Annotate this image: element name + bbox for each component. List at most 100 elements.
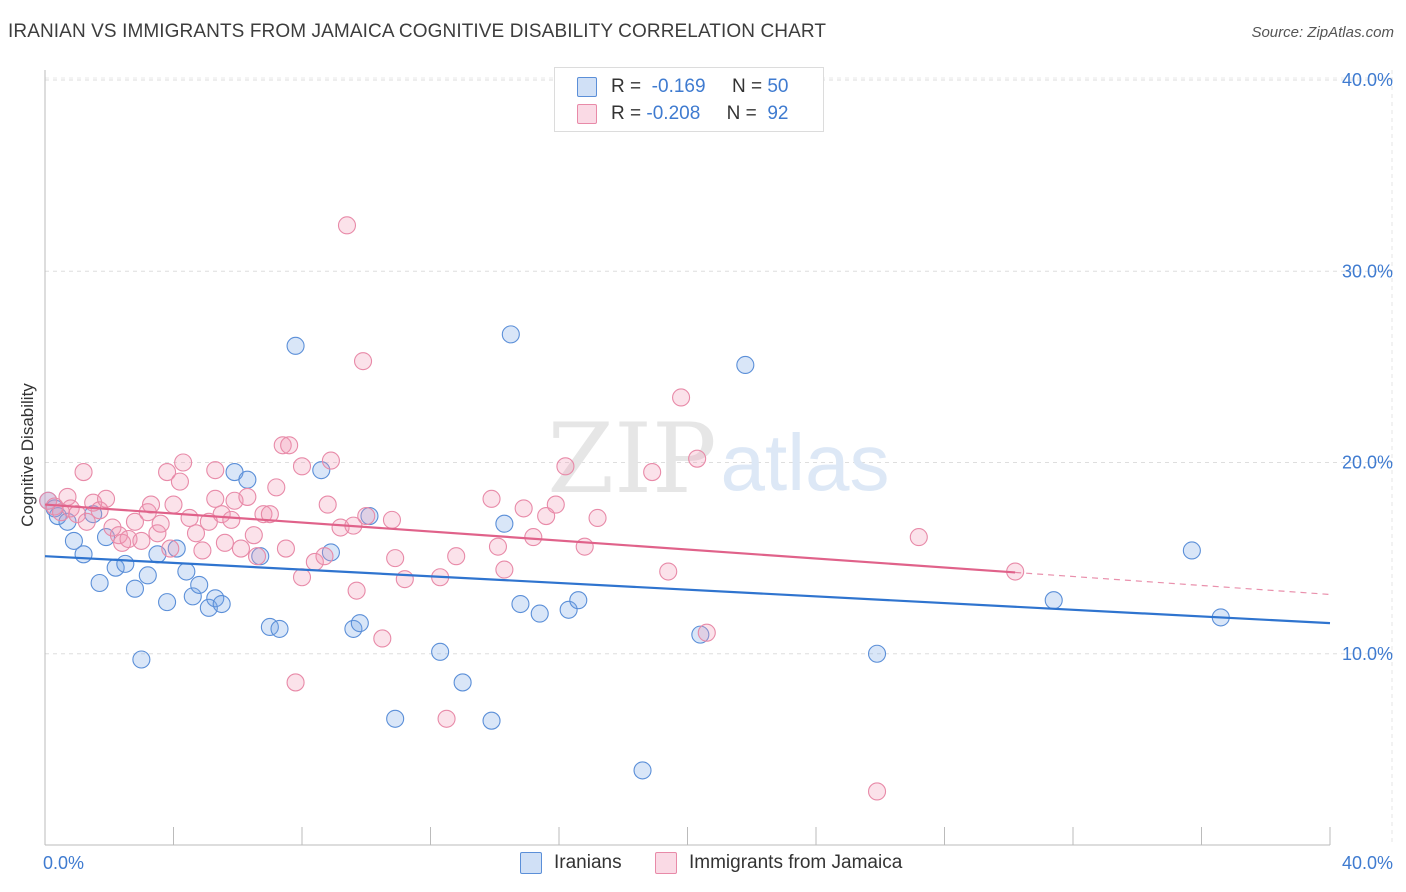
point-jamaica (447, 547, 466, 566)
point-jamaica (52, 503, 71, 522)
point-iranians (238, 470, 257, 489)
point-jamaica (206, 461, 225, 480)
point-jamaica (495, 560, 514, 579)
point-jamaica (315, 547, 334, 566)
correlation-legend: R = -0.169 N = 50 R = -0.208 N = 92 (554, 67, 824, 132)
point-jamaica (575, 537, 594, 556)
point-jamaica (148, 524, 167, 543)
point-jamaica (286, 673, 305, 692)
point-iranians (64, 531, 83, 550)
point-jamaica (292, 568, 312, 587)
point-jamaica (292, 457, 312, 476)
point-jamaica (238, 487, 257, 506)
point-iranians (125, 579, 144, 598)
point-jamaica (347, 581, 366, 600)
point-iranians (312, 461, 331, 480)
point-jamaica (588, 508, 607, 528)
point-jamaica (90, 501, 109, 520)
point-jamaica (161, 539, 180, 558)
point-jamaica (318, 495, 337, 514)
y-tick-label: 10.0% (1342, 644, 1393, 664)
point-jamaica (180, 508, 199, 528)
point-jamaica (524, 528, 543, 547)
series-iranians-points (39, 325, 1230, 780)
legend-swatch-iranians (520, 852, 542, 874)
point-jamaica (103, 518, 122, 537)
point-jamaica (244, 526, 263, 545)
point-jamaica (96, 489, 116, 508)
y-tick-label: 20.0% (1342, 453, 1393, 473)
point-jamaica (386, 549, 405, 568)
point-iranians (183, 587, 202, 606)
point-jamaica (437, 709, 456, 728)
point-iranians (736, 355, 755, 375)
point-jamaica (672, 388, 691, 407)
legend-item-jamaica: Immigrants from Jamaica (655, 852, 902, 874)
point-jamaica (174, 453, 193, 472)
point-iranians (167, 539, 186, 558)
point-jamaica (132, 531, 151, 550)
point-jamaica (222, 510, 241, 529)
legend-item-iranians: Iranians (520, 852, 622, 874)
point-iranians (90, 573, 109, 593)
point-iranians (116, 554, 135, 573)
point-jamaica (556, 457, 575, 476)
point-iranians (633, 761, 652, 780)
point-iranians (431, 642, 450, 661)
point-jamaica (231, 539, 251, 558)
point-iranians (132, 650, 151, 669)
point-jamaica (337, 216, 357, 235)
point-iranians (569, 591, 588, 610)
trend-lines (44, 503, 1331, 625)
point-jamaica (280, 436, 299, 455)
point-jamaica (373, 629, 392, 648)
legend-swatch-blue (577, 77, 597, 97)
point-jamaica (546, 495, 565, 514)
point-jamaica (77, 512, 96, 531)
tick-labels: 10.0% 20.0% 30.0% 40.0% 0.0% 40.0% (43, 70, 1393, 873)
point-iranians (495, 514, 514, 533)
point-jamaica (273, 436, 292, 455)
point-jamaica (164, 495, 183, 514)
legend-swatch-jamaica (655, 852, 677, 874)
point-jamaica (909, 528, 928, 547)
point-jamaica (321, 451, 340, 470)
point-iranians (74, 545, 93, 564)
point-iranians (350, 614, 369, 633)
x-tick-label: 0.0% (43, 853, 84, 873)
point-iranians (1044, 591, 1063, 610)
point-jamaica (215, 533, 234, 552)
legend-r-label: R = (611, 103, 642, 124)
point-jamaica (659, 562, 678, 581)
point-iranians (190, 575, 209, 594)
legend-label-jamaica: Immigrants from Jamaica (689, 852, 903, 873)
trend-line-jamaica-extension (1015, 571, 1331, 596)
point-jamaica (151, 514, 170, 533)
watermark-atlas: atlas (721, 418, 890, 507)
trend-line-iranians (44, 555, 1331, 625)
legend-swatch-pink (577, 104, 597, 124)
point-iranians (212, 594, 231, 614)
source-label: Source: ZipAtlas.com (1251, 24, 1394, 41)
point-jamaica (276, 539, 295, 558)
point-jamaica (867, 782, 887, 801)
point-jamaica (267, 478, 286, 497)
point-jamaica (514, 499, 533, 518)
legend-n-label: N = (731, 76, 763, 97)
point-jamaica (357, 506, 376, 526)
y-tick-label: 40.0% (1342, 70, 1393, 90)
series-jamaica-points (39, 216, 1025, 801)
legend-label-iranians: Iranians (554, 852, 622, 873)
point-iranians (286, 336, 305, 355)
point-jamaica (254, 505, 273, 524)
point-iranians (177, 562, 196, 581)
point-iranians (138, 566, 157, 585)
point-jamaica (158, 463, 177, 482)
point-iranians (559, 600, 578, 619)
legend-r-value: -0.169 (651, 76, 706, 97)
x-tick-label: 40.0% (1342, 853, 1393, 873)
point-iranians (530, 604, 549, 623)
point-jamaica (74, 463, 93, 482)
point-iranians (58, 512, 77, 531)
